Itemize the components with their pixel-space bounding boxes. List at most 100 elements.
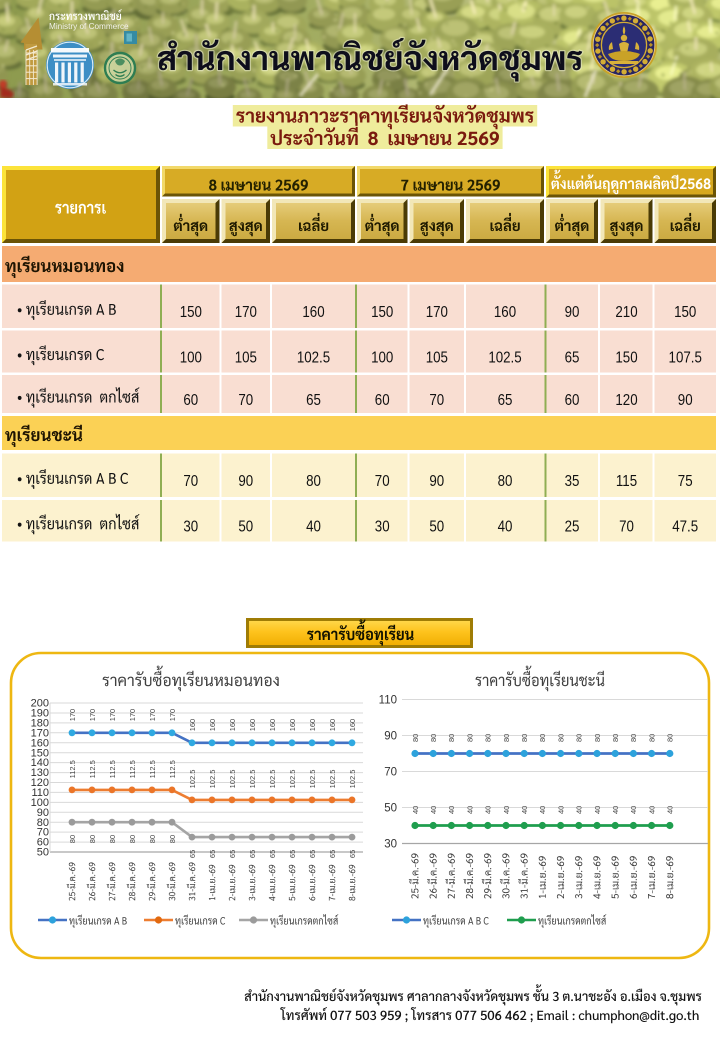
svg-text:112.5: 112.5 (88, 760, 97, 778)
svg-text:90: 90 (429, 473, 444, 490)
svg-text:60: 60 (183, 392, 198, 409)
svg-text:160: 160 (494, 304, 516, 321)
svg-text:80: 80 (108, 835, 117, 843)
svg-text:105: 105 (235, 349, 257, 366)
svg-text:40: 40 (666, 806, 675, 814)
svg-text:60: 60 (565, 392, 580, 409)
svg-text:160: 160 (348, 719, 357, 732)
svg-text:100: 100 (31, 797, 49, 809)
svg-text:40: 40 (556, 806, 565, 814)
svg-text:170: 170 (426, 304, 448, 321)
svg-text:50: 50 (37, 847, 49, 859)
svg-text:150: 150 (31, 747, 49, 759)
svg-text:102.5: 102.5 (288, 770, 297, 789)
svg-text:35: 35 (565, 473, 580, 490)
svg-text:160: 160 (228, 719, 237, 732)
svg-text:110: 110 (379, 695, 397, 707)
svg-text:80: 80 (88, 835, 97, 843)
svg-text:90: 90 (384, 731, 397, 743)
svg-text:65: 65 (308, 850, 317, 858)
svg-text:107.5: 107.5 (669, 349, 702, 366)
svg-text:65: 65 (268, 850, 277, 858)
svg-text:70: 70 (619, 519, 634, 536)
svg-text:160: 160 (248, 719, 257, 732)
svg-text:80: 80 (629, 734, 638, 742)
svg-text:112.5: 112.5 (168, 760, 177, 778)
svg-text:102.5: 102.5 (328, 770, 337, 789)
svg-text:70: 70 (238, 392, 253, 409)
svg-text:80: 80 (68, 835, 77, 843)
svg-text:105: 105 (426, 349, 448, 366)
svg-text:102.5: 102.5 (248, 770, 257, 789)
svg-text:150: 150 (615, 349, 637, 366)
svg-text:150: 150 (371, 304, 393, 321)
svg-text:80: 80 (465, 734, 474, 742)
svg-text:90: 90 (37, 807, 49, 819)
svg-text:80: 80 (575, 734, 584, 742)
svg-text:30: 30 (384, 839, 397, 851)
svg-text:65: 65 (188, 850, 197, 858)
svg-text:40: 40 (611, 806, 620, 814)
svg-text:160: 160 (268, 719, 277, 732)
svg-text:40: 40 (498, 519, 513, 536)
svg-text:80: 80 (593, 734, 602, 742)
svg-text:160: 160 (31, 737, 49, 749)
svg-text:150: 150 (674, 304, 696, 321)
svg-text:160: 160 (308, 719, 317, 732)
svg-text:40: 40 (429, 806, 438, 814)
svg-text:102.5: 102.5 (228, 770, 237, 789)
svg-text:65: 65 (348, 850, 357, 858)
svg-text:90: 90 (678, 392, 693, 409)
svg-text:40: 40 (593, 806, 602, 814)
svg-text:80: 80 (611, 734, 620, 742)
svg-text:160: 160 (188, 719, 197, 732)
svg-text:30: 30 (183, 519, 198, 536)
svg-text:160: 160 (288, 719, 297, 732)
svg-text:102.5: 102.5 (488, 349, 521, 366)
svg-text:40: 40 (411, 806, 420, 814)
svg-text:90: 90 (238, 473, 253, 490)
svg-text:190: 190 (31, 708, 49, 720)
svg-text:65: 65 (328, 850, 337, 858)
svg-text:100: 100 (180, 349, 202, 366)
svg-text:80: 80 (647, 734, 656, 742)
svg-text:115: 115 (616, 473, 637, 490)
svg-text:80: 80 (429, 734, 438, 742)
svg-text:102.5: 102.5 (268, 770, 277, 789)
svg-text:80: 80 (411, 734, 420, 742)
svg-text:70: 70 (37, 827, 49, 839)
svg-text:80: 80 (556, 734, 565, 742)
svg-text:80: 80 (128, 835, 137, 843)
svg-text:40: 40 (629, 806, 638, 814)
svg-text:70: 70 (375, 473, 390, 490)
svg-text:65: 65 (288, 850, 297, 858)
svg-text:60: 60 (37, 837, 49, 849)
svg-text:112.5: 112.5 (68, 760, 77, 778)
svg-text:60: 60 (375, 392, 390, 409)
svg-text:170: 170 (31, 727, 49, 739)
svg-text:80: 80 (502, 734, 511, 742)
svg-text:200: 200 (31, 698, 49, 710)
svg-text:140: 140 (31, 757, 49, 769)
svg-text:130: 130 (31, 767, 49, 779)
svg-text:170: 170 (88, 709, 97, 722)
svg-text:30: 30 (375, 519, 390, 536)
svg-text:50: 50 (429, 519, 444, 536)
svg-text:40: 40 (575, 806, 584, 814)
svg-text:90: 90 (565, 304, 580, 321)
svg-text:112.5: 112.5 (148, 760, 157, 778)
svg-text:40: 40 (306, 519, 321, 536)
svg-text:102.5: 102.5 (188, 770, 197, 789)
svg-text:150: 150 (180, 304, 202, 321)
svg-text:170: 170 (108, 709, 117, 722)
svg-text:102.5: 102.5 (308, 770, 317, 789)
svg-text:112.5: 112.5 (108, 760, 117, 778)
svg-text:65: 65 (248, 850, 257, 858)
svg-text:70: 70 (384, 767, 397, 779)
svg-text:180: 180 (31, 718, 49, 730)
svg-text:65: 65 (306, 392, 321, 409)
svg-text:65: 65 (498, 392, 513, 409)
svg-text:40: 40 (647, 806, 656, 814)
svg-text:170: 170 (168, 709, 177, 722)
svg-text:80: 80 (168, 835, 177, 843)
